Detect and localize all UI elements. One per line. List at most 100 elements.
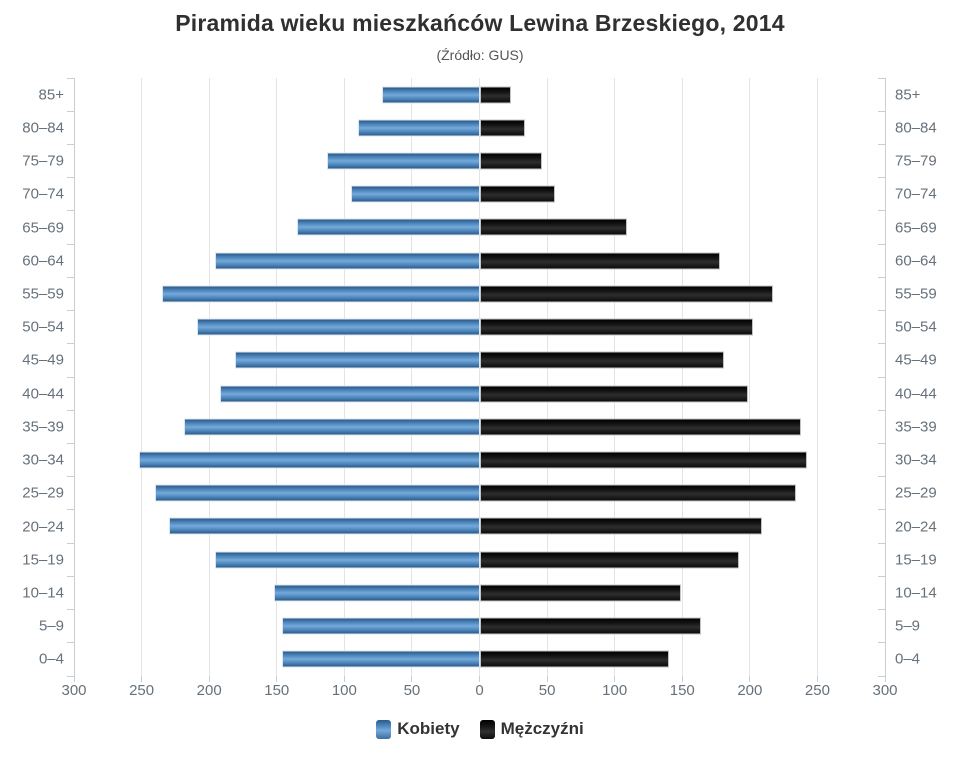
x-axis-tick bbox=[884, 676, 886, 682]
right-axis-tick bbox=[878, 409, 885, 411]
age-group-label-left: 50–54 bbox=[22, 318, 64, 336]
x-axis-tick bbox=[276, 676, 278, 682]
bar-mezczyzni bbox=[479, 584, 681, 602]
pyramid-row bbox=[74, 443, 885, 476]
age-group-label-right: 55–59 bbox=[895, 285, 937, 303]
pyramid-row bbox=[74, 344, 885, 377]
gridline bbox=[614, 78, 616, 676]
bar-kobiety bbox=[183, 418, 480, 436]
legend-swatch-kobiety-icon bbox=[376, 719, 392, 739]
legend-swatch-mezczyzni-icon bbox=[479, 719, 495, 739]
pyramid-row bbox=[74, 576, 885, 609]
left-axis-tick bbox=[67, 509, 74, 511]
age-group-label-right: 45–49 bbox=[895, 351, 937, 369]
bar-kobiety bbox=[357, 119, 480, 137]
left-axis-tick bbox=[67, 642, 74, 644]
bar-kobiety bbox=[282, 617, 480, 635]
gridline bbox=[343, 78, 345, 676]
left-axis-tick bbox=[67, 77, 74, 79]
bar-kobiety bbox=[214, 551, 480, 569]
left-axis-tick bbox=[67, 110, 74, 112]
bar-mezczyzni bbox=[479, 551, 740, 569]
bar-kobiety bbox=[297, 218, 480, 236]
gridline bbox=[816, 78, 818, 676]
gridline bbox=[479, 78, 480, 676]
age-group-label-right: 65–69 bbox=[895, 219, 937, 236]
age-group-label-left: 25–29 bbox=[22, 484, 64, 502]
legend-item-kobiety[interactable]: Kobiety bbox=[376, 719, 460, 739]
right-axis-tick bbox=[878, 110, 885, 112]
left-axis-tick bbox=[67, 675, 74, 677]
bar-mezczyzni bbox=[479, 351, 725, 369]
age-group-label-left: 35–39 bbox=[22, 418, 64, 436]
right-axis-tick bbox=[878, 575, 885, 577]
age-group-label-left: 30–34 bbox=[22, 451, 64, 469]
right-axis-tick bbox=[878, 276, 885, 278]
x-axis-label: 300 bbox=[61, 682, 87, 699]
bar-mezczyzni bbox=[479, 451, 807, 469]
y-axis-right bbox=[884, 78, 886, 676]
x-axis-label: 50 bbox=[538, 682, 556, 699]
x-axis-label: 0 bbox=[475, 682, 484, 699]
x-axis-label: 200 bbox=[196, 682, 222, 699]
age-group-label-right: 15–19 bbox=[895, 551, 937, 569]
x-axis-tick bbox=[73, 676, 75, 682]
left-axis-tick bbox=[67, 376, 74, 378]
x-axis-tick bbox=[816, 676, 818, 682]
x-axis-tick bbox=[614, 676, 616, 682]
bar-mezczyzni bbox=[479, 86, 511, 104]
age-group-label-right: 85+ bbox=[895, 86, 921, 104]
bar-mezczyzni bbox=[479, 318, 753, 336]
bar-mezczyzni bbox=[479, 218, 627, 236]
pyramid-row bbox=[74, 211, 885, 244]
right-axis-tick bbox=[878, 243, 885, 245]
age-group-label-right: 30–34 bbox=[895, 451, 937, 469]
left-axis-tick bbox=[67, 276, 74, 278]
right-axis-tick bbox=[878, 343, 885, 345]
legend-item-mezczyzni[interactable]: Mężczyźni bbox=[479, 719, 584, 739]
x-axis-label: 50 bbox=[403, 682, 421, 699]
left-axis-tick bbox=[67, 575, 74, 577]
pyramid-row bbox=[74, 144, 885, 177]
right-axis-tick bbox=[878, 210, 885, 212]
age-group-label-left: 0–4 bbox=[38, 650, 64, 668]
pyramid-row bbox=[74, 277, 885, 310]
age-group-label-right: 10–14 bbox=[895, 584, 937, 602]
age-group-label-right: 50–54 bbox=[895, 318, 937, 336]
x-axis-label: 250 bbox=[129, 682, 155, 699]
age-group-label-left: 55–59 bbox=[22, 285, 64, 303]
pyramid-row bbox=[74, 543, 885, 576]
bar-mezczyzni bbox=[479, 650, 669, 668]
chart-subtitle: (Źródło: GUS) bbox=[436, 47, 524, 63]
x-axis-label: 300 bbox=[872, 682, 898, 699]
bar-kobiety bbox=[138, 451, 480, 469]
age-group-label-right: 60–64 bbox=[895, 252, 937, 270]
left-axis-tick bbox=[67, 609, 74, 611]
left-axis-tick bbox=[67, 542, 74, 544]
bar-mezczyzni bbox=[479, 185, 556, 203]
gridline bbox=[681, 78, 683, 676]
left-axis-tick bbox=[67, 343, 74, 345]
x-axis-label: 150 bbox=[669, 682, 695, 699]
bar-kobiety bbox=[282, 650, 480, 668]
x-axis-tick bbox=[141, 676, 143, 682]
age-group-label-left: 70–74 bbox=[22, 185, 64, 203]
pyramid-row bbox=[74, 510, 885, 543]
gridline bbox=[749, 78, 751, 676]
bar-kobiety bbox=[326, 152, 480, 170]
x-axis-tick bbox=[479, 676, 480, 682]
pyramid-row bbox=[74, 377, 885, 410]
right-axis-tick bbox=[878, 476, 885, 478]
bar-kobiety bbox=[161, 285, 480, 303]
age-group-label-right: 35–39 bbox=[895, 418, 937, 436]
bar-kobiety bbox=[155, 484, 480, 502]
bar-mezczyzni bbox=[479, 119, 526, 137]
left-axis-tick bbox=[67, 210, 74, 212]
left-axis-tick bbox=[67, 442, 74, 444]
x-axis-label: 250 bbox=[804, 682, 830, 699]
bar-kobiety bbox=[214, 252, 480, 270]
bar-kobiety bbox=[351, 185, 480, 203]
plot-area: 300 250 200 150 100 50 0 50 100 150 200 250 300 bbox=[61, 77, 898, 699]
age-group-label-right: 75–79 bbox=[895, 152, 937, 170]
